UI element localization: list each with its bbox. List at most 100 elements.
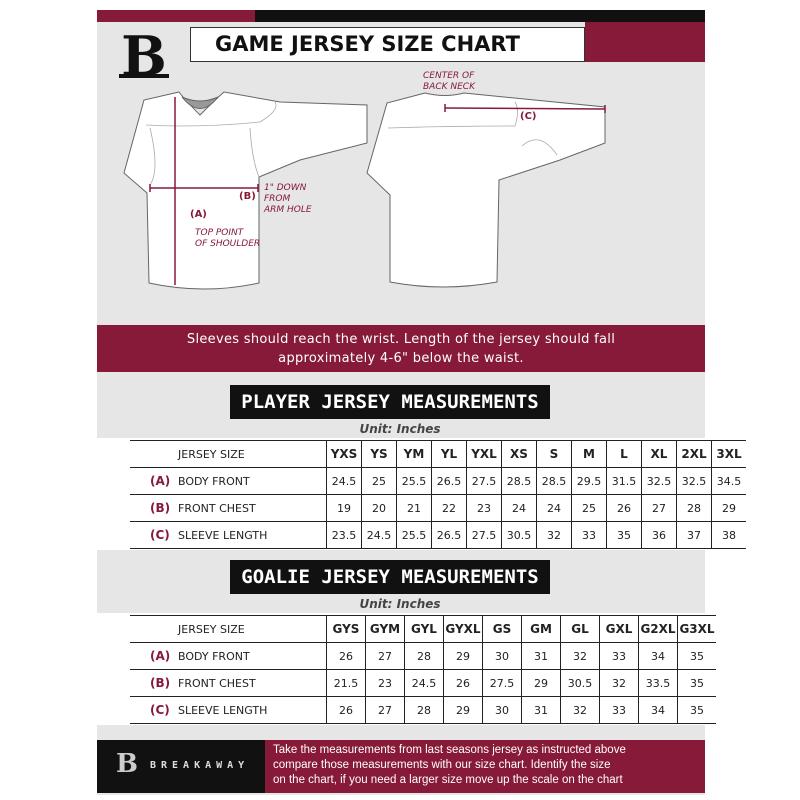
table-row: (C) SLEEVE LENGTH 26 27 28 29 30 31 32 33 34 35 bbox=[130, 696, 716, 724]
row-name: SLEEVE LENGTH bbox=[178, 704, 268, 717]
footer-brand-name: BREAKAWAY bbox=[150, 760, 250, 771]
label-a: (A) bbox=[190, 209, 207, 220]
table-cell: 31 bbox=[521, 696, 561, 724]
table-cell: 28.5 bbox=[501, 467, 537, 495]
page-title: GAME JERSEY SIZE CHART bbox=[190, 27, 585, 62]
footer-instructions: Take the measurements from last seasons … bbox=[265, 740, 705, 793]
table-cell: 25.5 bbox=[396, 521, 432, 549]
table-row: (A) BODY FRONT 24.5 25 25.5 26.5 27.5 28.5 28.5 2… bbox=[130, 467, 746, 495]
size-header: YS bbox=[361, 440, 397, 468]
table-cell: 27.5 bbox=[466, 521, 502, 549]
table-cell: 26 bbox=[606, 494, 642, 522]
row-label: (B) FRONT CHEST bbox=[130, 495, 327, 522]
table-cell: 23 bbox=[365, 669, 405, 697]
row-letter: (B) bbox=[150, 501, 171, 515]
table-cell: 32.5 bbox=[676, 467, 712, 495]
table-cell: 21.5 bbox=[326, 669, 366, 697]
table-cell: 31 bbox=[521, 642, 561, 670]
table-cell: 29 bbox=[711, 494, 746, 522]
table-cell: 28.5 bbox=[536, 467, 572, 495]
note-c: CENTER OF BACK NECK bbox=[423, 71, 475, 92]
table-cell: 25 bbox=[571, 494, 607, 522]
banner-line: Sleeves should reach the wrist. Length o… bbox=[186, 332, 616, 347]
goalie-size-table: JERSEY SIZE GYS GYM GYL GYXL GS GM GL GXL G2XL G3X… bbox=[130, 615, 716, 724]
size-header: GYS bbox=[326, 615, 366, 643]
table-cell: 35 bbox=[677, 642, 716, 670]
size-header: 2XL bbox=[676, 440, 712, 468]
goalie-unit: Unit: Inches bbox=[359, 597, 441, 611]
footer-line: compare those measurements with our size… bbox=[273, 759, 611, 771]
row-letter: (B) bbox=[150, 676, 171, 690]
row-name: FRONT CHEST bbox=[178, 677, 256, 690]
table-cell: 28 bbox=[404, 696, 444, 724]
brand-logo: B bbox=[115, 28, 173, 86]
row-name: FRONT CHEST bbox=[178, 502, 256, 515]
table-cell: 27 bbox=[365, 642, 405, 670]
front-jersey-outline bbox=[123, 91, 368, 290]
table-cell: 36 bbox=[641, 521, 677, 549]
note-b: 1" DOWN FROM ARM HOLE bbox=[264, 183, 312, 215]
table-cell: 30.5 bbox=[501, 521, 537, 549]
player-section-title: PLAYER JERSEY MEASUREMENTS bbox=[230, 385, 550, 419]
label-c: (C) bbox=[520, 111, 537, 122]
row-label: (B) FRONT CHEST bbox=[130, 670, 327, 697]
size-header: YL bbox=[431, 440, 467, 468]
table-cell: 20 bbox=[361, 494, 397, 522]
size-header: YM bbox=[396, 440, 432, 468]
table-cell: 35 bbox=[677, 696, 716, 724]
table-cell: 29 bbox=[443, 696, 483, 724]
table-cell: 32 bbox=[536, 521, 572, 549]
table-cell: 33 bbox=[599, 642, 639, 670]
table-cell: 31.5 bbox=[606, 467, 642, 495]
table-cell: 30 bbox=[482, 696, 522, 724]
table-cell: 24 bbox=[536, 494, 572, 522]
back-jersey-outline bbox=[366, 92, 606, 288]
table-cell: 26.5 bbox=[431, 467, 467, 495]
table-row: (A) BODY FRONT 26 27 28 29 30 31 32 33 34 35 bbox=[130, 642, 716, 670]
table-cell: 29 bbox=[443, 642, 483, 670]
row-letter: (A) bbox=[150, 474, 171, 488]
table-cell: 27 bbox=[365, 696, 405, 724]
table-cell: 27 bbox=[641, 494, 677, 522]
table-cell: 33 bbox=[599, 696, 639, 724]
front-neck-opening bbox=[181, 96, 219, 109]
table-cell: 34 bbox=[638, 642, 678, 670]
title-accent-block bbox=[585, 22, 705, 62]
table-cell: 33.5 bbox=[638, 669, 678, 697]
header-label: JERSEY SIZE bbox=[178, 447, 245, 461]
row-name: BODY FRONT bbox=[178, 475, 250, 488]
table-cell: 25.5 bbox=[396, 467, 432, 495]
header-label: JERSEY SIZE bbox=[178, 622, 245, 636]
table-cell: 29 bbox=[521, 669, 561, 697]
footer-brand-block bbox=[97, 740, 265, 793]
table-cell: 34.5 bbox=[711, 467, 746, 495]
player-size-table: JERSEY SIZE YXS YS YM YL YXL XS S M L XL 2XL 3XL (A) B… bbox=[130, 440, 746, 549]
table-row: (C) SLEEVE LENGTH 23.5 24.5 25.5 26.5 27.5 30.5… bbox=[130, 521, 746, 549]
table-cell: 26 bbox=[326, 696, 366, 724]
table-cell: 35 bbox=[606, 521, 642, 549]
size-header: G3XL bbox=[677, 615, 716, 643]
top-bar-dark bbox=[255, 10, 705, 22]
table-cell: 27.5 bbox=[466, 467, 502, 495]
size-header: YXS bbox=[326, 440, 362, 468]
fit-instructions-banner: Sleeves should reach the wrist. Length o… bbox=[97, 325, 705, 372]
measure-line-c bbox=[444, 107, 606, 110]
row-letter: (C) bbox=[150, 703, 170, 717]
table-cell: 26 bbox=[443, 669, 483, 697]
row-label: (C) SLEEVE LENGTH bbox=[130, 697, 327, 724]
row-letter: (C) bbox=[150, 528, 170, 542]
table-cell: 24.5 bbox=[361, 521, 397, 549]
table-cell: 34 bbox=[638, 696, 678, 724]
table-cell: 29.5 bbox=[571, 467, 607, 495]
size-header: GYL bbox=[404, 615, 444, 643]
table-cell: 35 bbox=[677, 669, 716, 697]
table-cell: 38 bbox=[711, 521, 746, 549]
row-letter: (A) bbox=[150, 649, 171, 663]
table-cell: 22 bbox=[431, 494, 467, 522]
table-row: (B) FRONT CHEST 19 20 21 22 23 24 24 25 26 27 28 29 bbox=[130, 494, 746, 522]
table-cell: 23.5 bbox=[326, 521, 362, 549]
table-cell: 30 bbox=[482, 642, 522, 670]
size-header: XL bbox=[641, 440, 677, 468]
size-header: S bbox=[536, 440, 572, 468]
